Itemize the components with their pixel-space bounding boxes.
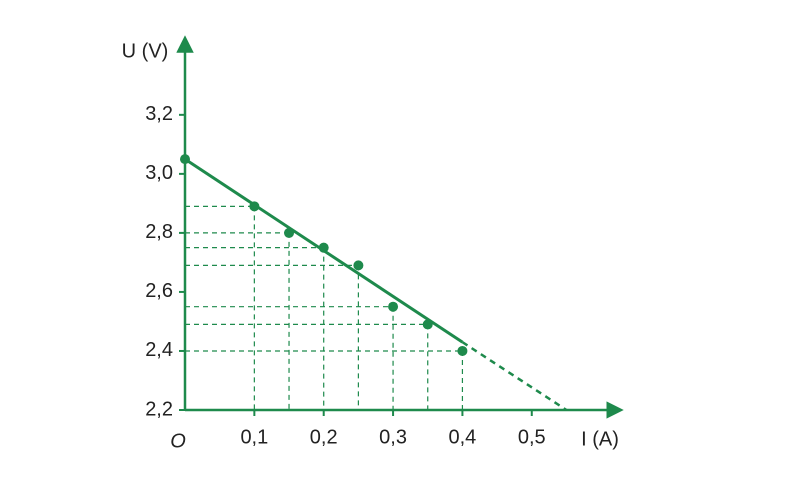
x-tick-label: 0,5 bbox=[518, 426, 546, 448]
data-point bbox=[457, 345, 468, 356]
y-axis-label: U (V) bbox=[122, 40, 169, 62]
y-tick-label: 2,6 bbox=[145, 280, 173, 302]
y-tick-label: 2,8 bbox=[145, 221, 173, 243]
x-axis-label: I (A) bbox=[581, 428, 619, 450]
y-tick-label: 2,2 bbox=[145, 398, 173, 420]
data-point bbox=[284, 227, 295, 238]
y-tick-label: 3,2 bbox=[145, 103, 173, 125]
x-tick-label: 0,1 bbox=[240, 426, 268, 448]
x-tick-label: 0,3 bbox=[379, 426, 407, 448]
data-point bbox=[249, 201, 260, 212]
data-point bbox=[180, 154, 190, 165]
x-tick-label: 0,4 bbox=[449, 426, 477, 448]
data-point bbox=[422, 319, 433, 330]
origin-label: O bbox=[170, 430, 186, 452]
data-point bbox=[388, 301, 399, 312]
data-point bbox=[353, 260, 364, 271]
data-point bbox=[318, 242, 329, 253]
y-tick-label: 2,4 bbox=[145, 339, 173, 361]
x-tick-label: 0,2 bbox=[310, 426, 338, 448]
y-tick-label: 3,0 bbox=[145, 162, 173, 184]
fit-line-extension bbox=[461, 341, 568, 412]
